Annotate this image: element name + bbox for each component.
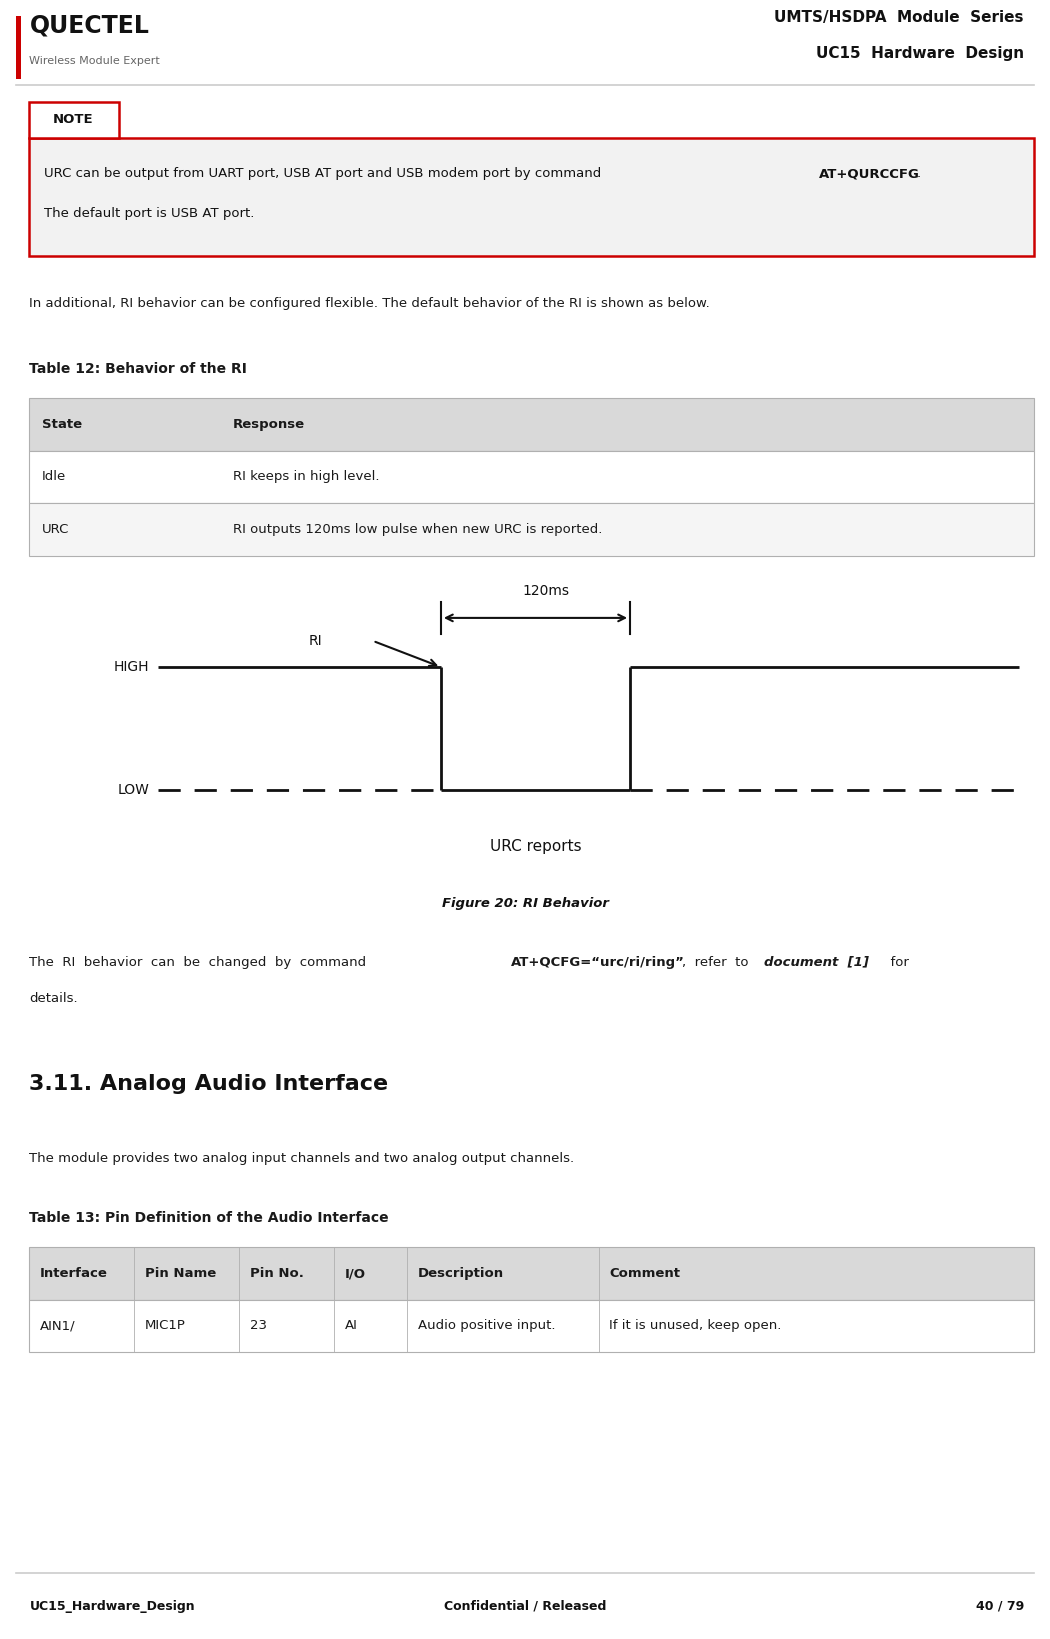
Text: AT+QURCCFG: AT+QURCCFG (819, 167, 920, 180)
Text: RI outputs 120ms low pulse when new URC is reported.: RI outputs 120ms low pulse when new URC … (233, 523, 603, 536)
Text: The  RI  behavior  can  be  changed  by  command: The RI behavior can be changed by comman… (29, 956, 375, 969)
Text: LOW: LOW (118, 783, 149, 797)
Text: URC: URC (42, 523, 69, 536)
Text: Table 12: Behavior of the RI: Table 12: Behavior of the RI (29, 362, 248, 377)
Text: document  [1]: document [1] (764, 956, 869, 969)
Text: Comment: Comment (609, 1267, 680, 1280)
Text: The module provides two analog input channels and two analog output channels.: The module provides two analog input cha… (29, 1152, 574, 1165)
Text: QUECTEL: QUECTEL (29, 13, 149, 38)
Bar (29, 398, 1034, 451)
Text: In additional, RI behavior can be configured flexible. The default behavior of t: In additional, RI behavior can be config… (29, 297, 710, 310)
Text: AI: AI (344, 1319, 357, 1333)
Bar (29, 1247, 1034, 1300)
Text: AIN1/: AIN1/ (40, 1319, 76, 1333)
Text: for: for (882, 956, 909, 969)
Text: Confidential / Released: Confidential / Released (444, 1600, 606, 1613)
Text: Pin No.: Pin No. (250, 1267, 303, 1280)
Text: Interface: Interface (40, 1267, 108, 1280)
Bar (29, 102, 119, 138)
Text: Response: Response (233, 418, 306, 431)
Text: URC reports: URC reports (489, 839, 582, 854)
Text: MIC1P: MIC1P (145, 1319, 186, 1333)
Text: 23: 23 (250, 1319, 267, 1333)
Text: Pin Name: Pin Name (145, 1267, 216, 1280)
Text: 120ms: 120ms (523, 583, 569, 598)
Text: AT+QCFG=“urc/ri/ring”: AT+QCFG=“urc/ri/ring” (511, 956, 686, 969)
Text: Idle: Idle (42, 470, 66, 484)
Text: I/O: I/O (344, 1267, 365, 1280)
Text: UC15_Hardware_Design: UC15_Hardware_Design (29, 1600, 195, 1613)
Bar (29, 503, 1034, 556)
Bar (29, 451, 1034, 503)
Text: details.: details. (29, 992, 78, 1005)
Text: UC15  Hardware  Design: UC15 Hardware Design (816, 46, 1024, 61)
Text: UMTS/HSDPA  Module  Series: UMTS/HSDPA Module Series (774, 10, 1024, 25)
Text: URC can be output from UART port, USB AT port and USB modem port by command: URC can be output from UART port, USB AT… (44, 167, 606, 180)
Text: Table 13: Pin Definition of the Audio Interface: Table 13: Pin Definition of the Audio In… (29, 1211, 388, 1226)
Bar (29, 1300, 1034, 1352)
Text: HIGH: HIGH (113, 661, 149, 674)
Text: If it is unused, keep open.: If it is unused, keep open. (609, 1319, 781, 1333)
Text: Figure 20: RI Behavior: Figure 20: RI Behavior (442, 897, 608, 910)
Text: RI keeps in high level.: RI keeps in high level. (233, 470, 380, 484)
Text: 3.11. Analog Audio Interface: 3.11. Analog Audio Interface (29, 1074, 388, 1093)
Text: State: State (42, 418, 82, 431)
Text: Wireless Module Expert: Wireless Module Expert (29, 56, 161, 66)
Bar (16, 16, 21, 79)
Text: ,  refer  to: , refer to (682, 956, 757, 969)
Bar (29, 138, 1034, 256)
Text: Description: Description (418, 1267, 504, 1280)
Text: Audio positive input.: Audio positive input. (418, 1319, 555, 1333)
Text: NOTE: NOTE (54, 113, 93, 126)
Text: RI: RI (309, 634, 321, 647)
Text: The default port is USB AT port.: The default port is USB AT port. (44, 207, 254, 220)
Text: .: . (917, 167, 921, 180)
Text: 40 / 79: 40 / 79 (975, 1600, 1024, 1613)
